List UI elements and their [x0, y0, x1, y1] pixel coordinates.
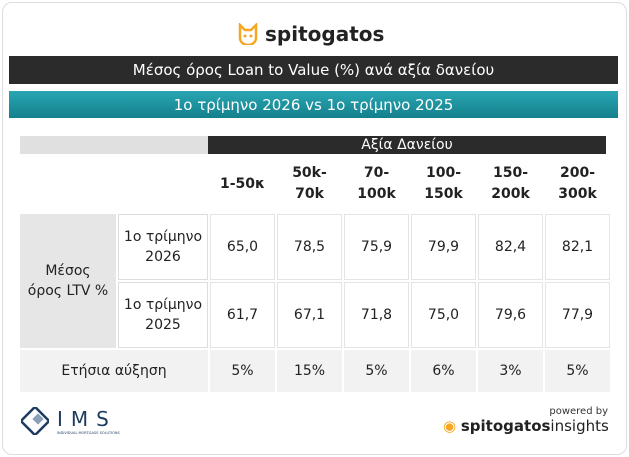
powered-by: powered by [549, 406, 608, 417]
column-header: 1-50κ [210, 156, 275, 212]
value-cell: 79,9 [411, 214, 476, 280]
value-cell: 65,0 [210, 214, 275, 280]
value-cell: 75,0 [411, 282, 476, 348]
row-label-line: 2026 [145, 249, 181, 265]
value: 79,9 [427, 238, 460, 255]
value-cell: 75,9 [344, 214, 409, 280]
row-label: Ετήσια αύξηση [20, 350, 208, 392]
value-cell: 71,8 [344, 282, 409, 348]
brand-name: spitogatos [265, 22, 385, 46]
footer-brand: ◉ spitogatosinsights [443, 417, 609, 435]
row-label: 1ο τρίμηνο 2026 [118, 214, 208, 280]
footer-brand-name: spitogatos [460, 417, 551, 435]
value: 5% [365, 362, 388, 379]
row-group-label: Μέσος όρος LTV % [20, 214, 116, 348]
header-blank [20, 136, 208, 154]
value-cell: 79,6 [478, 282, 543, 348]
table: Αξία Δανείου Μέσος όρος LTV % 1-50κ 50k- 7… [20, 134, 610, 394]
column-header-line: 1-50κ [220, 175, 265, 192]
value-cell: 82,4 [478, 214, 543, 280]
value-cell: 77,9 [545, 282, 610, 348]
column-header-line: 70- [363, 165, 390, 181]
column-header-line: 300k [558, 186, 597, 202]
brand-logo: spitogatos [237, 19, 397, 49]
powered-block: powered by ◉ spitogatosinsights [443, 406, 609, 435]
value-cell: 3% [478, 350, 543, 392]
row-label: 1ο τρίμηνο 2025 [118, 282, 208, 348]
row-group-label-line: Μέσος [45, 262, 91, 279]
value: 75,0 [427, 306, 460, 323]
partner-logo: IMS INDIVIDUAL MORTGAGE SOLUTIONS [21, 401, 141, 441]
value-cell: 6% [411, 350, 476, 392]
cat-icon [238, 23, 258, 45]
row-label-line: 1ο τρίμηνο [123, 228, 203, 245]
value-cell: 5% [344, 350, 409, 392]
column-header-line: 100- [425, 165, 462, 181]
subtitle-bar: 1ο τρίμηνο 2026 vs 1ο τρίμηνο 2025 [9, 91, 618, 118]
footer-brand-suffix: insights [550, 417, 609, 435]
group-header-text: Αξία Δανείου [361, 137, 453, 153]
column-header-line: 70k [295, 186, 324, 202]
value: 67,1 [293, 306, 326, 323]
value: 3% [499, 362, 522, 379]
value: 75,9 [360, 238, 393, 255]
value: 61,7 [226, 306, 259, 323]
column-header-line: 150- [492, 165, 529, 181]
value-cell: 67,1 [277, 282, 342, 348]
column-header: 70- 100k [344, 156, 409, 212]
title-bar: Μέσος όρος Loan to Value (%) ανά αξία δα… [9, 56, 618, 84]
value: 6% [432, 362, 455, 379]
value: 78,5 [293, 238, 326, 255]
subtitle: 1ο τρίμηνο 2026 vs 1ο τρίμηνο 2025 [173, 95, 454, 114]
value-cell: 82,1 [545, 214, 610, 280]
column-header-line: 200k [491, 186, 530, 202]
value: 5% [231, 362, 254, 379]
title: Μέσος όρος Loan to Value (%) ανά αξία δα… [132, 61, 495, 79]
row-group-label-line: όρος LTV % [27, 283, 109, 299]
column-header: 100- 150k [411, 156, 476, 212]
column-header: 50k- 70k [277, 156, 342, 212]
value-cell: 5% [210, 350, 275, 392]
value-cell: 15% [277, 350, 342, 392]
partner-icon [21, 407, 49, 435]
column-header: 150- 200k [478, 156, 543, 212]
row-label-line: Ετήσια αύξηση [61, 362, 167, 379]
row-label-line: 1ο τρίμηνο [123, 296, 203, 313]
value-cell: 78,5 [277, 214, 342, 280]
value: 82,4 [494, 238, 527, 255]
value: 77,9 [561, 306, 594, 323]
value: 79,6 [494, 306, 527, 323]
partner-name: IMS [57, 407, 117, 431]
column-header-line: 150k [424, 186, 463, 202]
value: 71,8 [360, 306, 393, 323]
value-cell: 5% [545, 350, 610, 392]
column-header-line: 200- [559, 165, 596, 181]
group-header: Αξία Δανείου [208, 136, 606, 154]
value: 65,0 [226, 238, 259, 255]
row-label-line: 2025 [145, 317, 181, 333]
column-header-line: 50k- [292, 165, 327, 181]
partner-tagline: INDIVIDUAL MORTGAGE SOLUTIONS [57, 431, 120, 435]
column-header: 200- 300k [545, 156, 610, 212]
value: 5% [566, 362, 589, 379]
value-cell: 61,7 [210, 282, 275, 348]
value: 15% [293, 362, 326, 379]
column-header-line: 100k [357, 186, 396, 202]
value: 82,1 [561, 238, 594, 255]
